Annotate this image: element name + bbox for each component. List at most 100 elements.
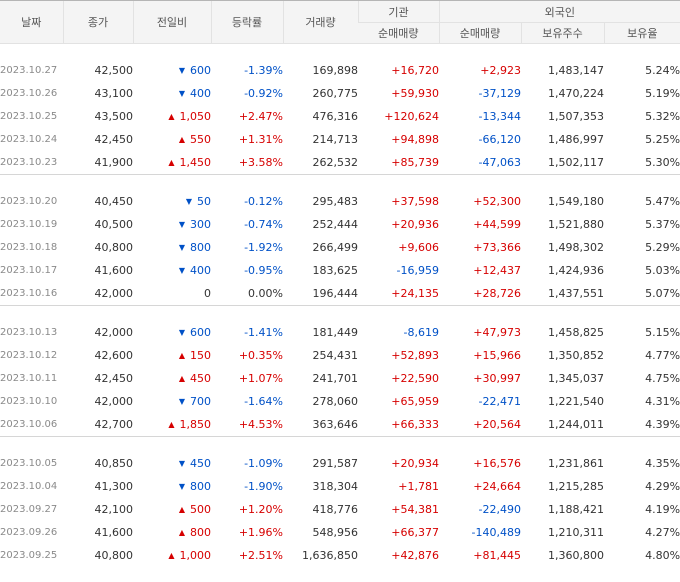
up-arrow-icon: ▲ xyxy=(168,551,174,560)
cell-close: 42,100 xyxy=(63,498,133,521)
cell-date: 2023.10.11 xyxy=(0,367,63,390)
cell-foreign-net: +28,726 xyxy=(439,282,521,306)
down-arrow-icon: ▼ xyxy=(179,89,185,98)
cell-change: ▲800 xyxy=(133,521,211,544)
cell-rate: +1.20% xyxy=(211,498,283,521)
cell-volume: 363,646 xyxy=(283,413,358,437)
change-value: 450 xyxy=(190,457,211,470)
cell-close: 42,500 xyxy=(63,59,133,82)
change-value: 400 xyxy=(190,264,211,277)
cell-date: 2023.10.12 xyxy=(0,344,63,367)
cell-foreign-ratio: 4.27% xyxy=(604,521,680,544)
cell-date: 2023.10.19 xyxy=(0,213,63,236)
cell-volume: 181,449 xyxy=(283,321,358,344)
cell-foreign-ratio: 5.29% xyxy=(604,236,680,259)
down-arrow-icon: ▼ xyxy=(179,243,185,252)
cell-foreign-holdings: 1,483,147 xyxy=(521,59,604,82)
cell-foreign-net: +30,997 xyxy=(439,367,521,390)
down-arrow-icon: ▼ xyxy=(186,197,192,206)
header-rate: 등락률 xyxy=(211,1,283,44)
change-value: 1,450 xyxy=(180,156,212,169)
cell-rate: -0.12% xyxy=(211,190,283,213)
change-value: 1,000 xyxy=(180,549,212,562)
cell-foreign-net: -37,129 xyxy=(439,82,521,105)
cell-foreign-ratio: 4.31% xyxy=(604,390,680,413)
table-header: 날짜 종가 전일비 등락률 거래량 기관 외국인 순매매량 순매매량 보유주수 … xyxy=(0,1,680,44)
cell-close: 40,450 xyxy=(63,190,133,213)
cell-institution-net: +9,606 xyxy=(358,236,439,259)
cell-change: ▲550 xyxy=(133,128,211,151)
cell-close: 42,000 xyxy=(63,282,133,306)
cell-volume: 295,483 xyxy=(283,190,358,213)
header-date: 날짜 xyxy=(0,1,63,44)
cell-foreign-net: +20,564 xyxy=(439,413,521,437)
cell-date: 2023.10.26 xyxy=(0,82,63,105)
cell-date: 2023.09.27 xyxy=(0,498,63,521)
cell-close: 41,600 xyxy=(63,259,133,282)
cell-close: 42,000 xyxy=(63,321,133,344)
cell-date: 2023.10.06 xyxy=(0,413,63,437)
header-institution-net: 순매매량 xyxy=(358,23,439,44)
cell-rate: 0.00% xyxy=(211,282,283,306)
cell-foreign-holdings: 1,221,540 xyxy=(521,390,604,413)
cell-institution-net: +94,898 xyxy=(358,128,439,151)
cell-institution-net: +24,135 xyxy=(358,282,439,306)
cell-foreign-net: -13,344 xyxy=(439,105,521,128)
cell-volume: 183,625 xyxy=(283,259,358,282)
cell-date: 2023.10.13 xyxy=(0,321,63,344)
change-value: 150 xyxy=(190,349,211,362)
cell-rate: +1.96% xyxy=(211,521,283,544)
down-arrow-icon: ▼ xyxy=(179,397,185,406)
change-value: 550 xyxy=(190,133,211,146)
cell-rate: -1.41% xyxy=(211,321,283,344)
cell-foreign-ratio: 5.24% xyxy=(604,59,680,82)
cell-volume: 291,587 xyxy=(283,452,358,475)
header-volume: 거래량 xyxy=(283,1,358,44)
cell-institution-net: +54,381 xyxy=(358,498,439,521)
cell-foreign-holdings: 1,188,421 xyxy=(521,498,604,521)
cell-foreign-holdings: 1,231,861 xyxy=(521,452,604,475)
cell-foreign-holdings: 1,507,353 xyxy=(521,105,604,128)
up-arrow-icon: ▲ xyxy=(179,351,185,360)
cell-foreign-ratio: 4.39% xyxy=(604,413,680,437)
change-value: 600 xyxy=(190,64,211,77)
cell-foreign-ratio: 5.30% xyxy=(604,151,680,175)
cell-rate: -0.92% xyxy=(211,82,283,105)
header-foreign-holdings: 보유주수 xyxy=(521,23,604,44)
header-close: 종가 xyxy=(63,1,133,44)
cell-foreign-holdings: 1,521,880 xyxy=(521,213,604,236)
cell-date: 2023.10.18 xyxy=(0,236,63,259)
cell-volume: 241,701 xyxy=(283,367,358,390)
cell-foreign-ratio: 4.29% xyxy=(604,475,680,498)
header-institution: 기관 xyxy=(358,1,439,23)
change-value: 500 xyxy=(190,503,211,516)
cell-foreign-net: +12,437 xyxy=(439,259,521,282)
cell-date: 2023.10.10 xyxy=(0,390,63,413)
cell-date: 2023.10.25 xyxy=(0,105,63,128)
cell-foreign-ratio: 5.32% xyxy=(604,105,680,128)
cell-volume: 252,444 xyxy=(283,213,358,236)
cell-volume: 214,713 xyxy=(283,128,358,151)
cell-foreign-net: -66,120 xyxy=(439,128,521,151)
header-foreign-net: 순매매량 xyxy=(439,23,521,44)
cell-change: ▼800 xyxy=(133,475,211,498)
cell-date: 2023.10.17 xyxy=(0,259,63,282)
cell-institution-net: +65,959 xyxy=(358,390,439,413)
cell-rate: -1.64% xyxy=(211,390,283,413)
cell-foreign-holdings: 1,486,997 xyxy=(521,128,604,151)
cell-rate: +4.53% xyxy=(211,413,283,437)
change-value: 1,850 xyxy=(180,418,212,431)
cell-rate: +3.58% xyxy=(211,151,283,175)
up-arrow-icon: ▲ xyxy=(168,158,174,167)
cell-foreign-ratio: 4.19% xyxy=(604,498,680,521)
cell-date: 2023.10.20 xyxy=(0,190,63,213)
cell-volume: 548,956 xyxy=(283,521,358,544)
cell-rate: -1.09% xyxy=(211,452,283,475)
